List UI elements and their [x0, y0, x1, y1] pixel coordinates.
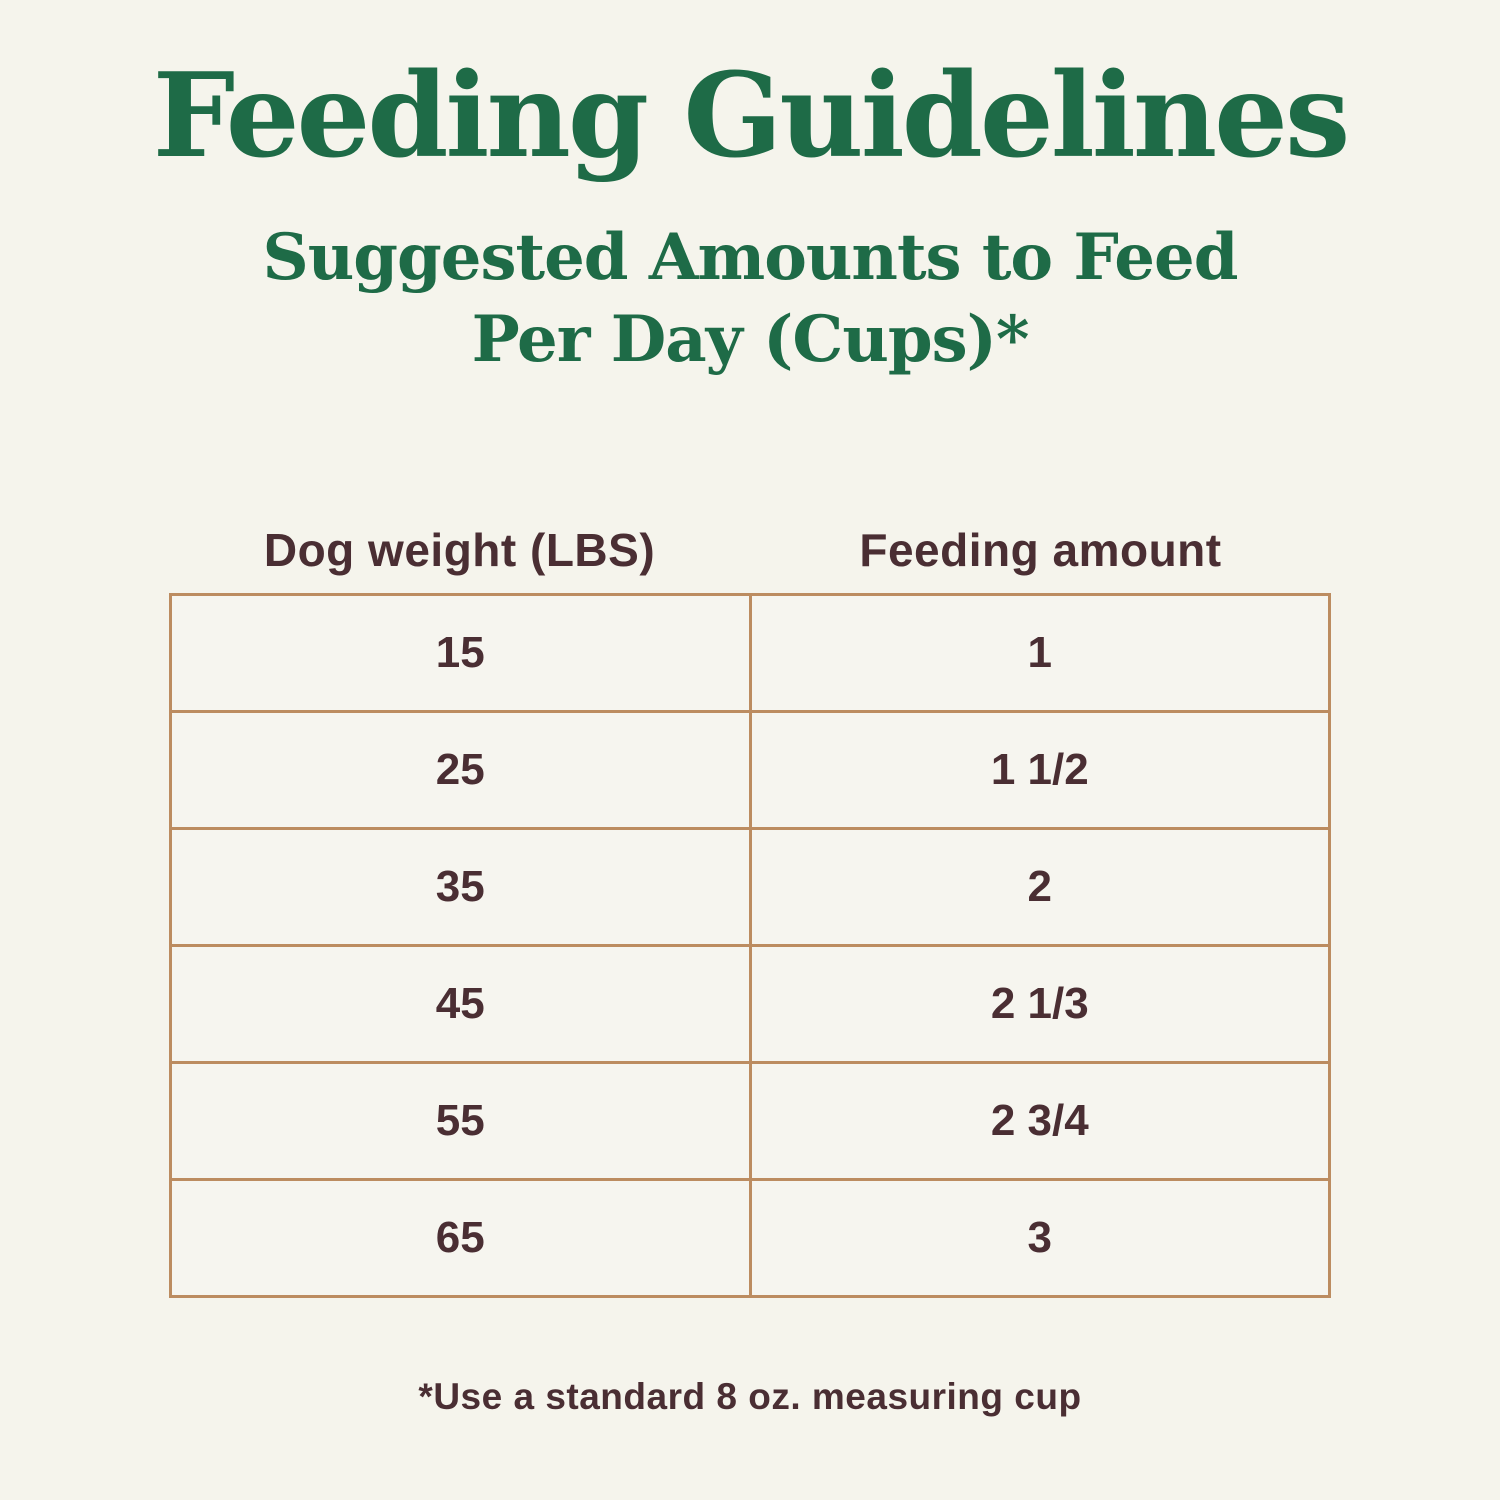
table-row: 55 2 3/4	[169, 1061, 1331, 1182]
dog-weight-cell: 25	[169, 710, 752, 831]
dog-weight-cell: 65	[169, 1178, 752, 1299]
table-row: 65 3	[169, 1178, 1331, 1299]
dog-weight-cell: 55	[169, 1061, 752, 1182]
feeding-amount-cell: 2	[748, 827, 1331, 948]
feeding-amount-cell: 2 3/4	[748, 1061, 1331, 1182]
table-row: 15 1	[169, 593, 1331, 714]
dog-weight-cell: 35	[169, 827, 752, 948]
feeding-amount-cell: 3	[748, 1178, 1331, 1299]
column-header-feeding-amount: Feeding amount	[859, 524, 1222, 577]
feeding-amount-cell: 1 1/2	[748, 710, 1331, 831]
feeding-amount-cell: 2 1/3	[748, 944, 1331, 1065]
table-row: 25 1 1/2	[169, 710, 1331, 831]
subtitle-line-1: Suggested Amounts to Feed	[262, 220, 1239, 296]
page-title: Feeding Guidelines	[152, 48, 1351, 184]
table-row: 45 2 1/3	[169, 944, 1331, 1065]
subtitle-line-2: Per Day (Cups)*	[471, 302, 1030, 378]
page-subtitle: Suggested Amounts to Feed Per Day (Cups)…	[0, 217, 1500, 381]
measuring-cup-footnote: *Use a standard 8 oz. measuring cup	[418, 1376, 1082, 1418]
dog-weight-cell: 15	[169, 593, 752, 714]
feeding-amount-cell: 1	[748, 593, 1331, 714]
table-row: 35 2	[169, 827, 1331, 948]
dog-weight-cell: 45	[169, 944, 752, 1065]
table-column-headers: Dog weight (LBS) Feeding amount	[169, 523, 1331, 577]
column-header-dog-weight: Dog weight (LBS)	[263, 524, 656, 577]
feeding-amounts-table: 15 1 25 1 1/2 35 2 45 2 1/3 55 2 3/4 65 …	[169, 593, 1331, 1299]
